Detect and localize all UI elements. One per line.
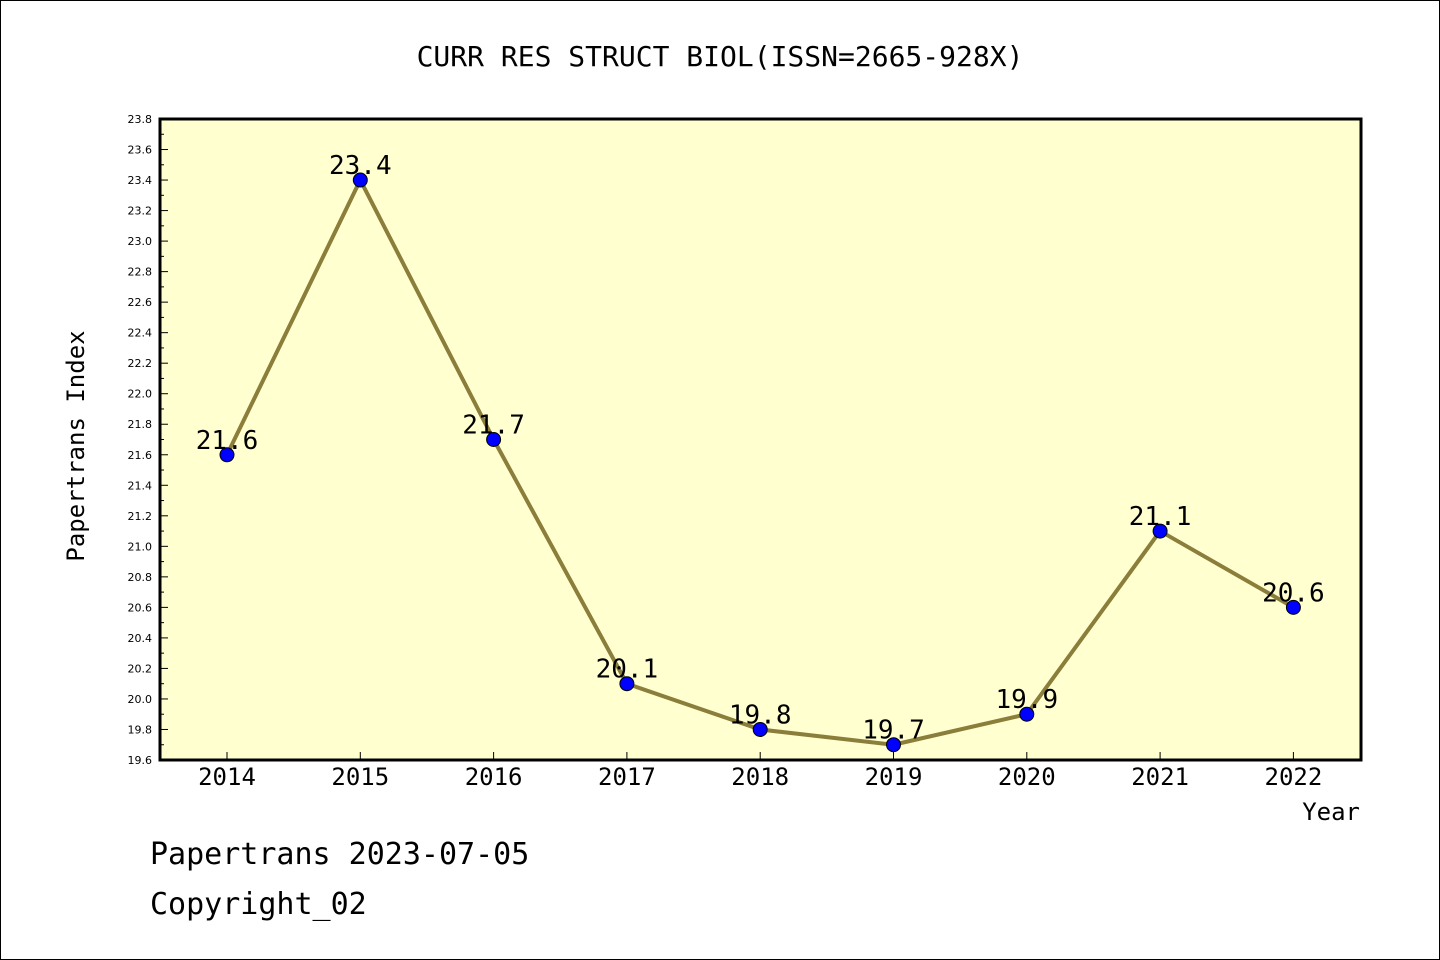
data-label: 20.6 xyxy=(1262,578,1325,608)
data-point xyxy=(219,447,235,463)
data-label: 21.1 xyxy=(1129,502,1192,532)
y-axis-label: Papertrans Index xyxy=(62,330,90,561)
data-label: 19.7 xyxy=(862,716,925,746)
y-tick-label: 19.6 xyxy=(128,754,153,767)
y-tick-label: 21.2 xyxy=(128,510,153,523)
data-point xyxy=(1019,706,1035,722)
y-tick-label: 19.8 xyxy=(128,723,153,736)
x-tick-label: 2016 xyxy=(465,763,523,791)
chart-title: CURR RES STRUCT BIOL(ISSN=2665-928X) xyxy=(417,40,1024,73)
y-tick-label: 22.6 xyxy=(128,296,153,309)
data-point xyxy=(1285,599,1301,615)
y-tick-label: 20.8 xyxy=(128,571,153,584)
data-point xyxy=(486,432,502,447)
x-tick-label: 2018 xyxy=(731,763,789,791)
plot-area xyxy=(158,117,1363,762)
y-tick-label: 22.8 xyxy=(128,266,153,279)
series-papertrans-index: 21.6 23.4 21.7 20.1 19.8 19.7 19.9 21.1 20.6 xyxy=(196,151,1325,753)
footer-date: Papertrans 2023-07-05 xyxy=(150,837,529,872)
data-point xyxy=(352,172,368,188)
y-tick-label: 22.4 xyxy=(128,327,153,340)
data-label: 20.1 xyxy=(596,655,659,685)
y-tick-label: 23.0 xyxy=(128,235,153,248)
y-tick-label: 21.8 xyxy=(128,418,153,431)
y-tick-label: 21.4 xyxy=(128,479,153,492)
y-tick-label: 23.6 xyxy=(128,144,153,157)
y-tick-label: 23.4 xyxy=(128,174,153,187)
x-tick-label: 2014 xyxy=(198,763,256,791)
y-tick-label: 20.6 xyxy=(128,601,153,614)
x-tick-label: 2021 xyxy=(1131,763,1189,791)
y-tick-label: 22.0 xyxy=(128,388,153,401)
data-label: 19.9 xyxy=(995,685,1058,715)
y-tick-label: 22.2 xyxy=(128,357,153,370)
x-tick-label: 2015 xyxy=(331,763,389,791)
data-label: 21.7 xyxy=(462,411,525,441)
y-tick-label: 23.8 xyxy=(128,113,153,126)
data-label: 23.4 xyxy=(329,151,392,181)
y-axis: 19.6 19.8 20.0 20.2 20.4 20.6 20.8 21.0 21.2 21.4… xyxy=(128,113,168,767)
y-tick-label: 23.2 xyxy=(128,205,153,218)
x-tick-label: 2019 xyxy=(865,763,923,791)
y-tick-label: 21.6 xyxy=(128,449,153,462)
x-tick-label: 2020 xyxy=(998,763,1056,791)
data-label: 21.6 xyxy=(196,426,259,456)
y-tick-label: 20.0 xyxy=(128,693,153,706)
x-axis-label: Year xyxy=(1302,798,1360,826)
data-point xyxy=(1152,523,1168,539)
x-tick-label: 2017 xyxy=(598,763,656,791)
y-tick-label: 20.4 xyxy=(128,632,153,645)
footer-copyright: Copyright_02 xyxy=(150,887,367,922)
y-tick-label: 20.2 xyxy=(128,662,153,675)
data-point xyxy=(752,721,768,737)
data-label: 19.8 xyxy=(729,700,792,730)
data-point xyxy=(619,676,635,692)
data-point xyxy=(886,737,901,753)
x-axis: 2014 2015 2016 2017 2018 2019 2020 2021 2022 xyxy=(198,752,1322,791)
x-tick-label: 2022 xyxy=(1265,763,1323,791)
y-tick-label: 21.0 xyxy=(128,540,153,553)
